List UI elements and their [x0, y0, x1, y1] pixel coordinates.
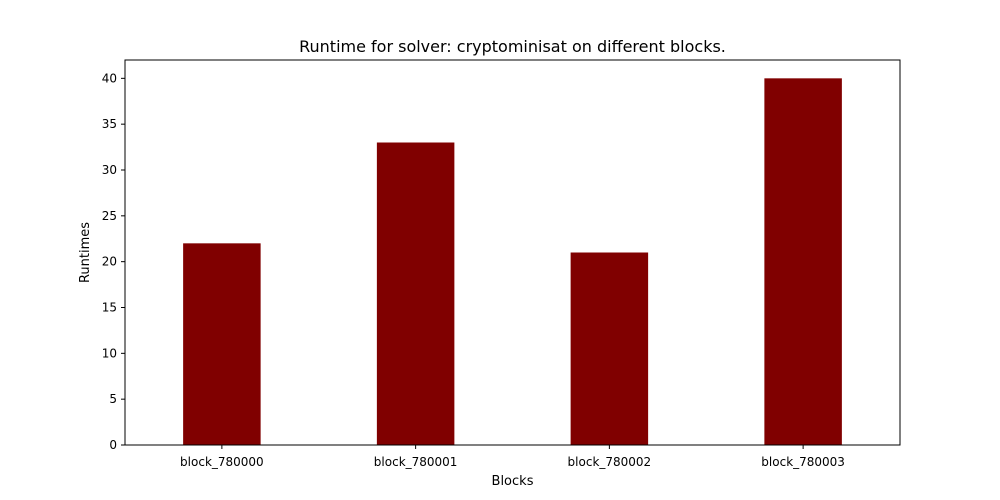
- x-tick-label: block_780001: [374, 455, 458, 469]
- bars-group: [183, 78, 842, 445]
- bar-block_780003: [764, 78, 842, 445]
- y-tick-label: 5: [109, 392, 117, 406]
- y-tick-label: 10: [102, 346, 117, 360]
- chart-title: Runtime for solver: cryptominisat on dif…: [299, 37, 726, 56]
- y-axis-label: Runtimes: [78, 222, 93, 283]
- bar-block_780002: [570, 252, 649, 445]
- x-axis-ticks: block_780000 block_780001 block_780002 bloc…: [180, 445, 845, 469]
- y-tick-label: 30: [102, 163, 117, 177]
- bar-block_780001: [376, 142, 455, 445]
- y-tick-label: 20: [102, 255, 117, 269]
- x-tick-label: block_780000: [180, 455, 264, 469]
- y-tick-label: 40: [102, 71, 117, 85]
- y-tick-label: 15: [102, 301, 117, 315]
- y-axis-ticks: 0 5 10 15 20 25 30 35 40: [102, 71, 125, 452]
- x-tick-label: block_780002: [568, 455, 652, 469]
- y-tick-label: 0: [109, 438, 117, 452]
- y-tick-label: 25: [102, 209, 117, 223]
- x-tick-label: block_780003: [761, 455, 845, 469]
- y-tick-label: 35: [102, 117, 117, 131]
- bar-block_780000: [183, 243, 261, 445]
- x-axis-label: Blocks: [492, 474, 534, 489]
- plot-frame: [124, 59, 901, 446]
